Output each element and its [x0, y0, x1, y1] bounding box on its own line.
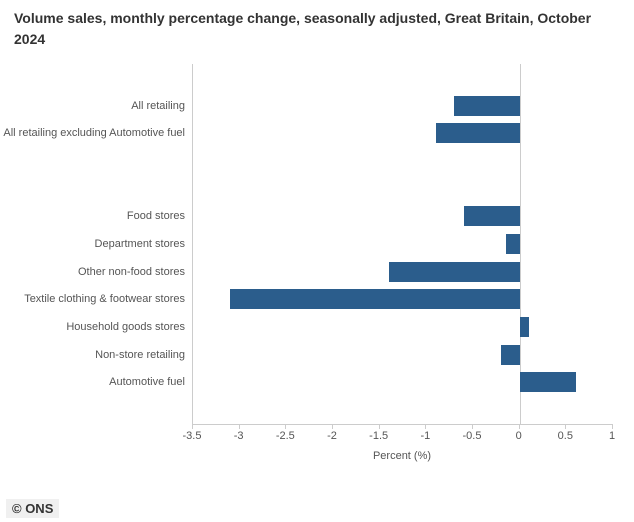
bar-row: All retailing [193, 94, 613, 118]
bar-row: Department stores [193, 232, 613, 256]
bar [464, 206, 520, 226]
x-tick-label: -0.5 [463, 430, 482, 442]
x-tick-label: -1 [420, 430, 430, 442]
bar [230, 289, 519, 309]
x-tick-label: 1 [609, 430, 615, 442]
category-label: Department stores [0, 238, 185, 250]
source-credit: © ONS [6, 499, 59, 518]
x-tick-label: 0 [516, 430, 522, 442]
bar [436, 123, 520, 143]
bar-row: Household goods stores [193, 315, 613, 339]
bar [520, 317, 529, 337]
bars-area: All retailing All retailing excluding Aut… [192, 64, 613, 424]
bar [520, 372, 576, 392]
category-label: Household goods stores [0, 321, 185, 333]
x-tick-label: -2.5 [276, 430, 295, 442]
bar-row: Other non-food stores [193, 260, 613, 284]
category-label: Non-store retailing [0, 349, 185, 361]
x-tick-label: -3.5 [183, 430, 202, 442]
chart-container: Volume sales, monthly percentage change,… [0, 0, 634, 522]
category-label: Food stores [0, 210, 185, 222]
x-tick-label: -1.5 [369, 430, 388, 442]
bar [454, 96, 519, 116]
category-label: Other non-food stores [0, 266, 185, 278]
x-baseline [192, 424, 612, 425]
category-label: Textile clothing & footwear stores [0, 293, 185, 305]
x-tick-label: 0.5 [558, 430, 573, 442]
x-tick [612, 424, 613, 429]
category-label: Automotive fuel [0, 376, 185, 388]
bar-row: Automotive fuel [193, 370, 613, 394]
bar [501, 345, 520, 365]
x-tick-label: -3 [234, 430, 244, 442]
category-label: All retailing excluding Automotive fuel [0, 127, 185, 139]
bar [389, 262, 520, 282]
bar-row: Textile clothing & footwear stores [193, 287, 613, 311]
x-axis-title: Percent (%) [192, 450, 612, 462]
plot-area: All retailing All retailing excluding Aut… [192, 64, 612, 464]
chart-title: Volume sales, monthly percentage change,… [14, 8, 614, 50]
category-label: All retailing [0, 99, 185, 111]
bar-row: All retailing excluding Automotive fuel [193, 121, 613, 145]
bar-row: Food stores [193, 204, 613, 228]
bar [506, 234, 520, 254]
x-tick-label: -2 [327, 430, 337, 442]
bar-row: Non-store retailing [193, 343, 613, 367]
